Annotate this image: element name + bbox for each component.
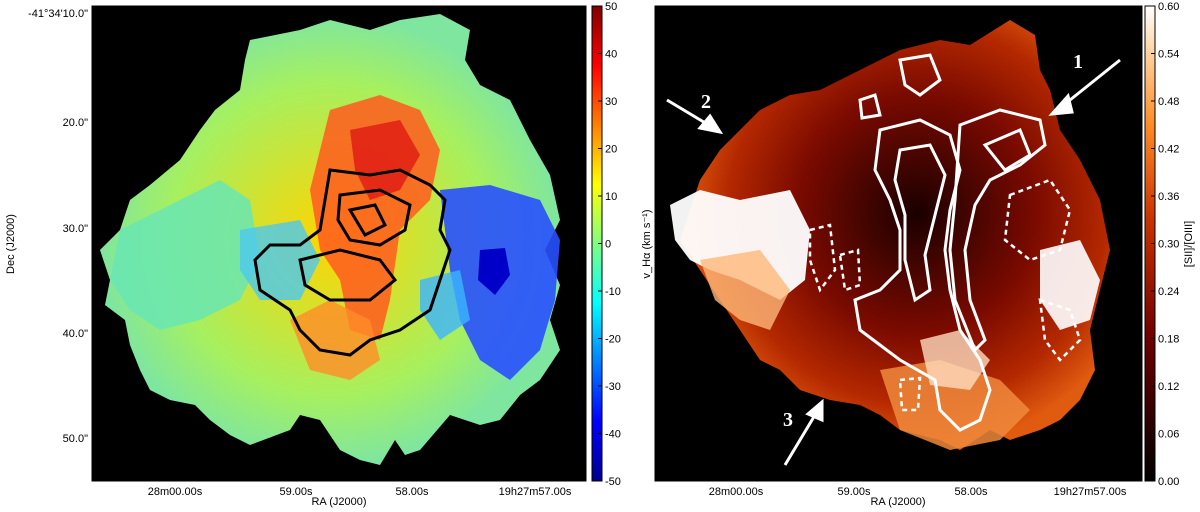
velocity-contours: [253, 168, 452, 357]
arrow-annotations: [666, 58, 1121, 466]
colorbar-tick-label: -40: [605, 429, 621, 441]
ratio-region-mid-west: [700, 250, 790, 330]
colorbar-label: [SII]/[OIII]: [1183, 221, 1195, 267]
line-ratio-panel: 1 2 3 28m00.00s 59.00s 58.00s 19h27m57.00s …: [654, 1, 1195, 508]
x-tick-label: 58.00s: [395, 486, 429, 498]
colorbar-tick-label: 50: [605, 1, 617, 13]
colorbar-tick-label: -20: [605, 334, 621, 346]
colorbar-tick-label: 0.24: [1158, 286, 1179, 298]
y-axis-label: Dec (J2000): [5, 214, 17, 274]
colorbar-tick-label: -50: [605, 476, 621, 488]
x-tick-label: 59.00s: [279, 486, 313, 498]
arrow-label-3: 3: [783, 409, 793, 431]
velocity-region-green: [110, 180, 260, 330]
colorbar-tick-label: 0.60: [1158, 1, 1179, 13]
x-tick-label: 59.00s: [837, 486, 871, 498]
arrow-label-2: 2: [701, 91, 711, 113]
line-ratio-map: [680, 20, 1110, 450]
y-tick-label: 30.0": [63, 223, 88, 235]
arrow-label-1: 1: [1073, 51, 1083, 73]
x-tick-label: 19h27m57.00s: [499, 486, 572, 498]
arrow-3-head: [805, 398, 824, 423]
ratio-contours-dashed: [808, 178, 1082, 412]
velocity-region-cyan: [240, 220, 320, 300]
velocity-region-darkred: [350, 120, 420, 200]
colorbar-tick-label: 0.12: [1158, 381, 1179, 393]
x-axis-label: RA (J2000): [311, 496, 366, 508]
ratio-region-high-east: [1040, 240, 1100, 330]
axes-frame: [91, 5, 587, 482]
y-tick-label: 50.0": [63, 433, 88, 445]
x-tick-label: 58.00s: [954, 486, 988, 498]
colorbar-tick-label: 30: [605, 96, 617, 108]
colorbar-tick-label: 0: [605, 239, 611, 251]
arrow-1-head: [1048, 92, 1074, 116]
colorbar-tick-label: 0.06: [1158, 429, 1179, 441]
colorbar-tick-label: -30: [605, 381, 621, 393]
arrow-3: [783, 409, 820, 466]
x-tick-label: 28m00.00s: [709, 486, 764, 498]
colorbar-tick-label: 20: [605, 144, 617, 156]
ratio-contours: [853, 53, 1047, 432]
velocity-region-lightblue: [420, 270, 470, 340]
x-tick-label: 19h27m57.00s: [1054, 486, 1127, 498]
velocity-region-deepblue: [478, 248, 510, 295]
colorbar-tick-label: 10: [605, 191, 617, 203]
y-tick-label: 20.0": [63, 117, 88, 129]
y-tick-label: 40.0": [63, 328, 88, 340]
colorbar-label: v_Hα (km s⁻¹): [641, 210, 653, 279]
colorbar-tick-label: 0.36: [1158, 191, 1179, 203]
velocity-panel: 28m00.00s 59.00s 58.00s 19h27m57.00s RA (J2…: [5, 1, 653, 508]
y-tick-label: -41°34'10.0": [28, 8, 88, 20]
x-axis-label: RA (J2000): [870, 496, 925, 508]
ratio-region-orange-south: [880, 360, 1030, 450]
colorbar-tick-label: 0.48: [1158, 96, 1179, 108]
velocity-region-orange: [290, 300, 380, 380]
colorbar-tick-label: 0.18: [1158, 334, 1179, 346]
axes-frame: [654, 5, 1143, 482]
x-tick-label: 28m00.00s: [148, 486, 203, 498]
colorbar-tick-label: 40: [605, 49, 617, 61]
arrow-2-head: [697, 113, 724, 135]
colorbar-tick-label: 0.42: [1158, 144, 1179, 156]
colorbar-tick-label: 0.00: [1158, 476, 1179, 488]
colorbar-tick-label: -10: [605, 286, 621, 298]
colorbar-tick-label: 0.30: [1158, 239, 1179, 251]
colorbar-tick-label: 0.54: [1158, 49, 1179, 61]
